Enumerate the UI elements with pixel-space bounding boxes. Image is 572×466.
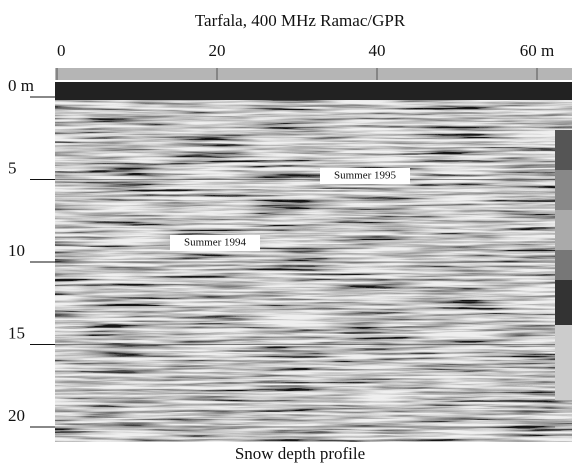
chart: Tarfala, 400 MHz Ramac/GPR Snow depth pr…: [0, 0, 572, 466]
y-tick-label: 10: [8, 241, 25, 260]
x-axis-label: Snow depth profile: [235, 444, 365, 463]
y-tick-label: 20: [8, 406, 25, 425]
annotation: Summer 1995: [334, 170, 397, 182]
y-tick-label: 15: [8, 323, 25, 342]
x-tick-label: 20: [209, 41, 226, 60]
chart-title: Tarfala, 400 MHz Ramac/GPR: [195, 11, 406, 30]
x-tick-label: 60 m: [520, 41, 554, 60]
colorbar: [555, 130, 572, 400]
x-tick-label: 40: [369, 41, 386, 60]
radargram-image: [55, 100, 572, 442]
trace-scale-strip: [55, 68, 572, 80]
x-tick-label: 0: [57, 41, 66, 60]
y-tick-label: 0 m: [8, 76, 34, 95]
y-tick-label: 5: [8, 158, 17, 177]
annotation: Summer 1994: [184, 237, 247, 249]
